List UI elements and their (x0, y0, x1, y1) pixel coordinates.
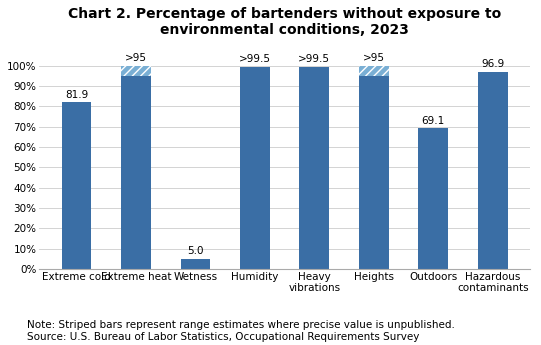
Bar (240, 67, 270, 269)
Bar (359, 76, 389, 269)
Text: >95: >95 (125, 53, 147, 63)
Title: Chart 2. Percentage of bartenders without exposure to
environmental conditions, : Chart 2. Percentage of bartenders withou… (68, 7, 502, 37)
Bar (181, 259, 210, 269)
Bar (478, 72, 507, 269)
Text: >95: >95 (363, 53, 385, 63)
Text: >99.5: >99.5 (239, 54, 271, 64)
Bar (419, 128, 448, 269)
Bar (121, 76, 151, 269)
Text: 81.9: 81.9 (65, 90, 88, 100)
Bar (121, 66, 151, 76)
Text: Note: Striped bars represent range estimates where precise value is unpublished.: Note: Striped bars represent range estim… (27, 320, 455, 342)
Text: 96.9: 96.9 (481, 59, 504, 69)
Bar (62, 102, 91, 269)
Bar (300, 67, 329, 269)
Text: 5.0: 5.0 (187, 246, 203, 256)
Bar (359, 66, 389, 76)
Text: 69.1: 69.1 (422, 116, 445, 126)
Text: >99.5: >99.5 (298, 54, 331, 64)
